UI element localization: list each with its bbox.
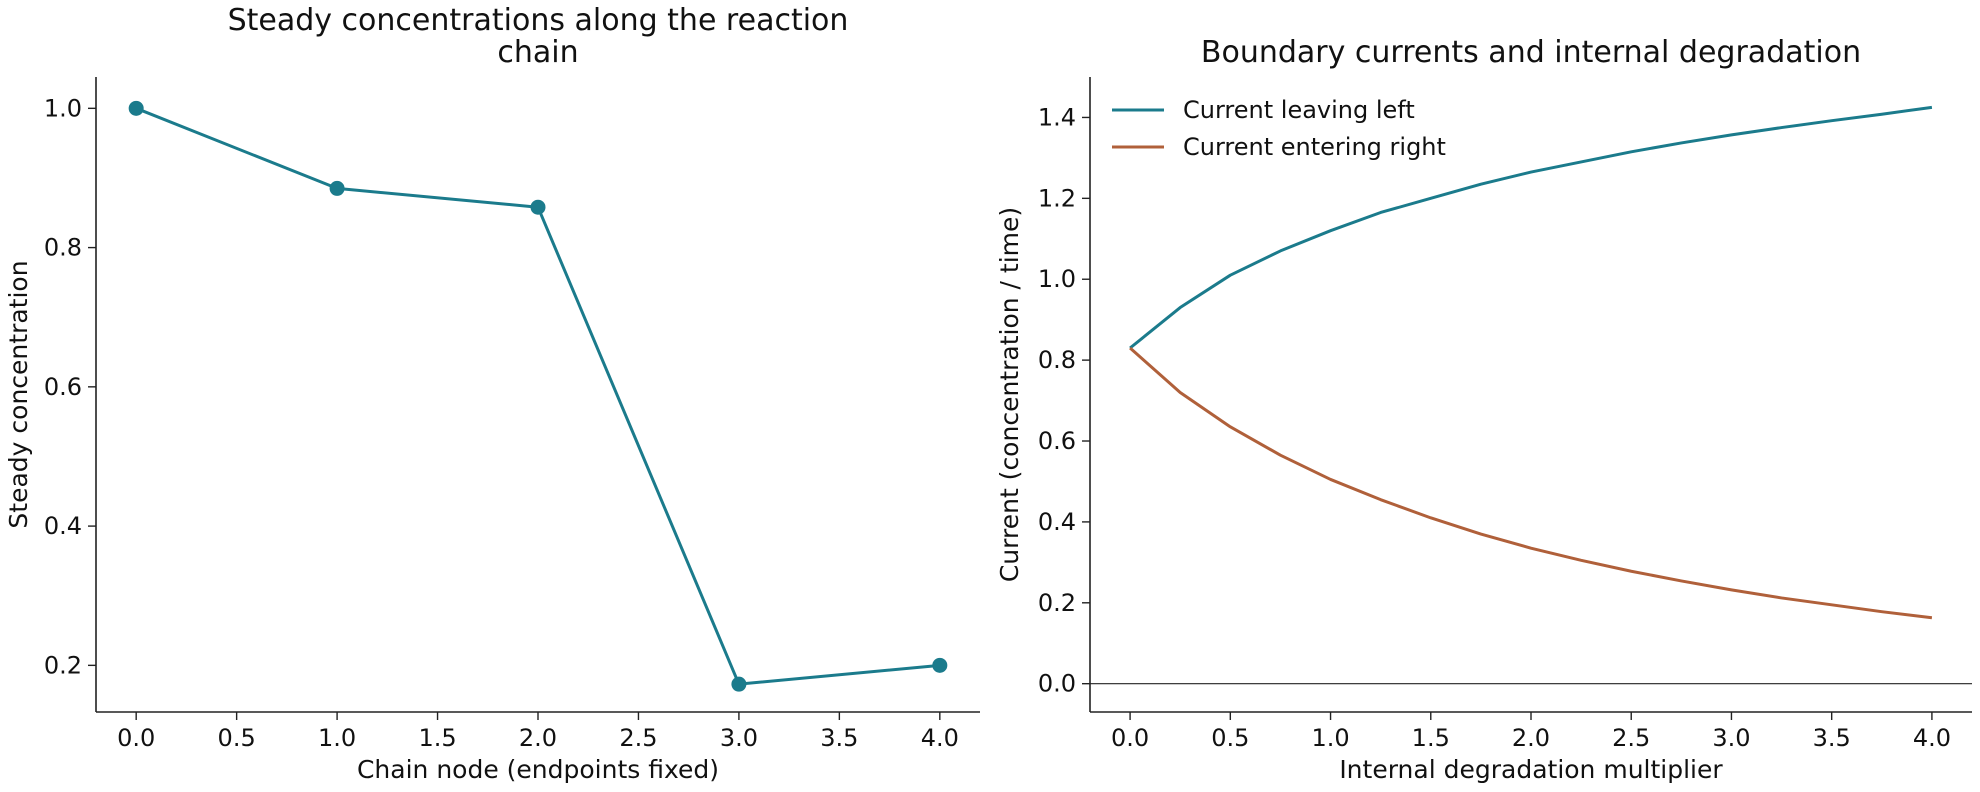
x-tick-label: 2.0 [1512, 724, 1550, 752]
y-tick-label: 0.8 [44, 234, 82, 262]
y-tick-label: 0.2 [44, 651, 82, 679]
x-tick-label: 1.0 [318, 724, 356, 752]
y-axis-label: Steady concentration [4, 260, 33, 528]
x-tick-label: 3.0 [720, 724, 758, 752]
chart-title: Boundary currents and internal degradati… [1201, 35, 1861, 70]
series-line [135, 106, 940, 686]
y-tick-label: 0.0 [1038, 670, 1076, 698]
y-tick-label: 1.0 [44, 94, 82, 122]
series-line [1129, 346, 1933, 620]
x-tick-label: 1.5 [418, 724, 456, 752]
legend-label: Current leaving left [1183, 96, 1415, 124]
y-tick-label: 0.2 [1038, 589, 1076, 617]
legend-label: Current entering right [1183, 133, 1446, 161]
y-tick-label: 1.4 [1038, 103, 1076, 131]
y-tick-label: 1.0 [1038, 265, 1076, 293]
x-tick-label: 3.0 [1712, 724, 1750, 752]
data-point [128, 100, 144, 116]
x-tick-label: 3.5 [820, 724, 858, 752]
chart-title: chain [497, 35, 578, 70]
chart-title: Steady concentrations along the reaction [228, 3, 849, 38]
y-tick-label: 0.6 [44, 373, 82, 401]
x-tick-label: 3.5 [1813, 724, 1851, 752]
data-point [329, 180, 345, 196]
x-tick-label: 0.5 [1211, 724, 1249, 752]
data-point [530, 199, 546, 215]
x-axis-label: Internal degradation multiplier [1339, 755, 1723, 784]
x-tick-label: 2.0 [519, 724, 557, 752]
concentration-chart: Steady concentrations along the reaction… [4, 3, 980, 784]
x-tick-label: 0.5 [218, 724, 256, 752]
data-point [731, 676, 747, 692]
y-tick-label: 0.4 [1038, 508, 1076, 536]
y-tick-label: 0.4 [44, 512, 82, 540]
series-line [1129, 105, 1933, 350]
x-tick-label: 1.0 [1311, 724, 1349, 752]
y-tick-label: 0.8 [1038, 346, 1076, 374]
y-tick-label: 0.6 [1038, 427, 1076, 455]
x-tick-label: 2.5 [619, 724, 657, 752]
data-point [932, 657, 948, 673]
x-tick-label: 2.5 [1612, 724, 1650, 752]
x-tick-label: 0.0 [117, 724, 155, 752]
x-tick-label: 0.0 [1111, 724, 1149, 752]
y-axis-label: Current (concentration / time) [995, 207, 1024, 582]
x-tick-label: 4.0 [1913, 724, 1951, 752]
y-tick-label: 1.2 [1038, 184, 1076, 212]
x-tick-label: 1.5 [1412, 724, 1450, 752]
x-tick-label: 4.0 [921, 724, 959, 752]
boundary-current-chart: Boundary currents and internal degradati… [995, 35, 1972, 784]
x-axis-label: Chain node (endpoints fixed) [357, 755, 719, 784]
